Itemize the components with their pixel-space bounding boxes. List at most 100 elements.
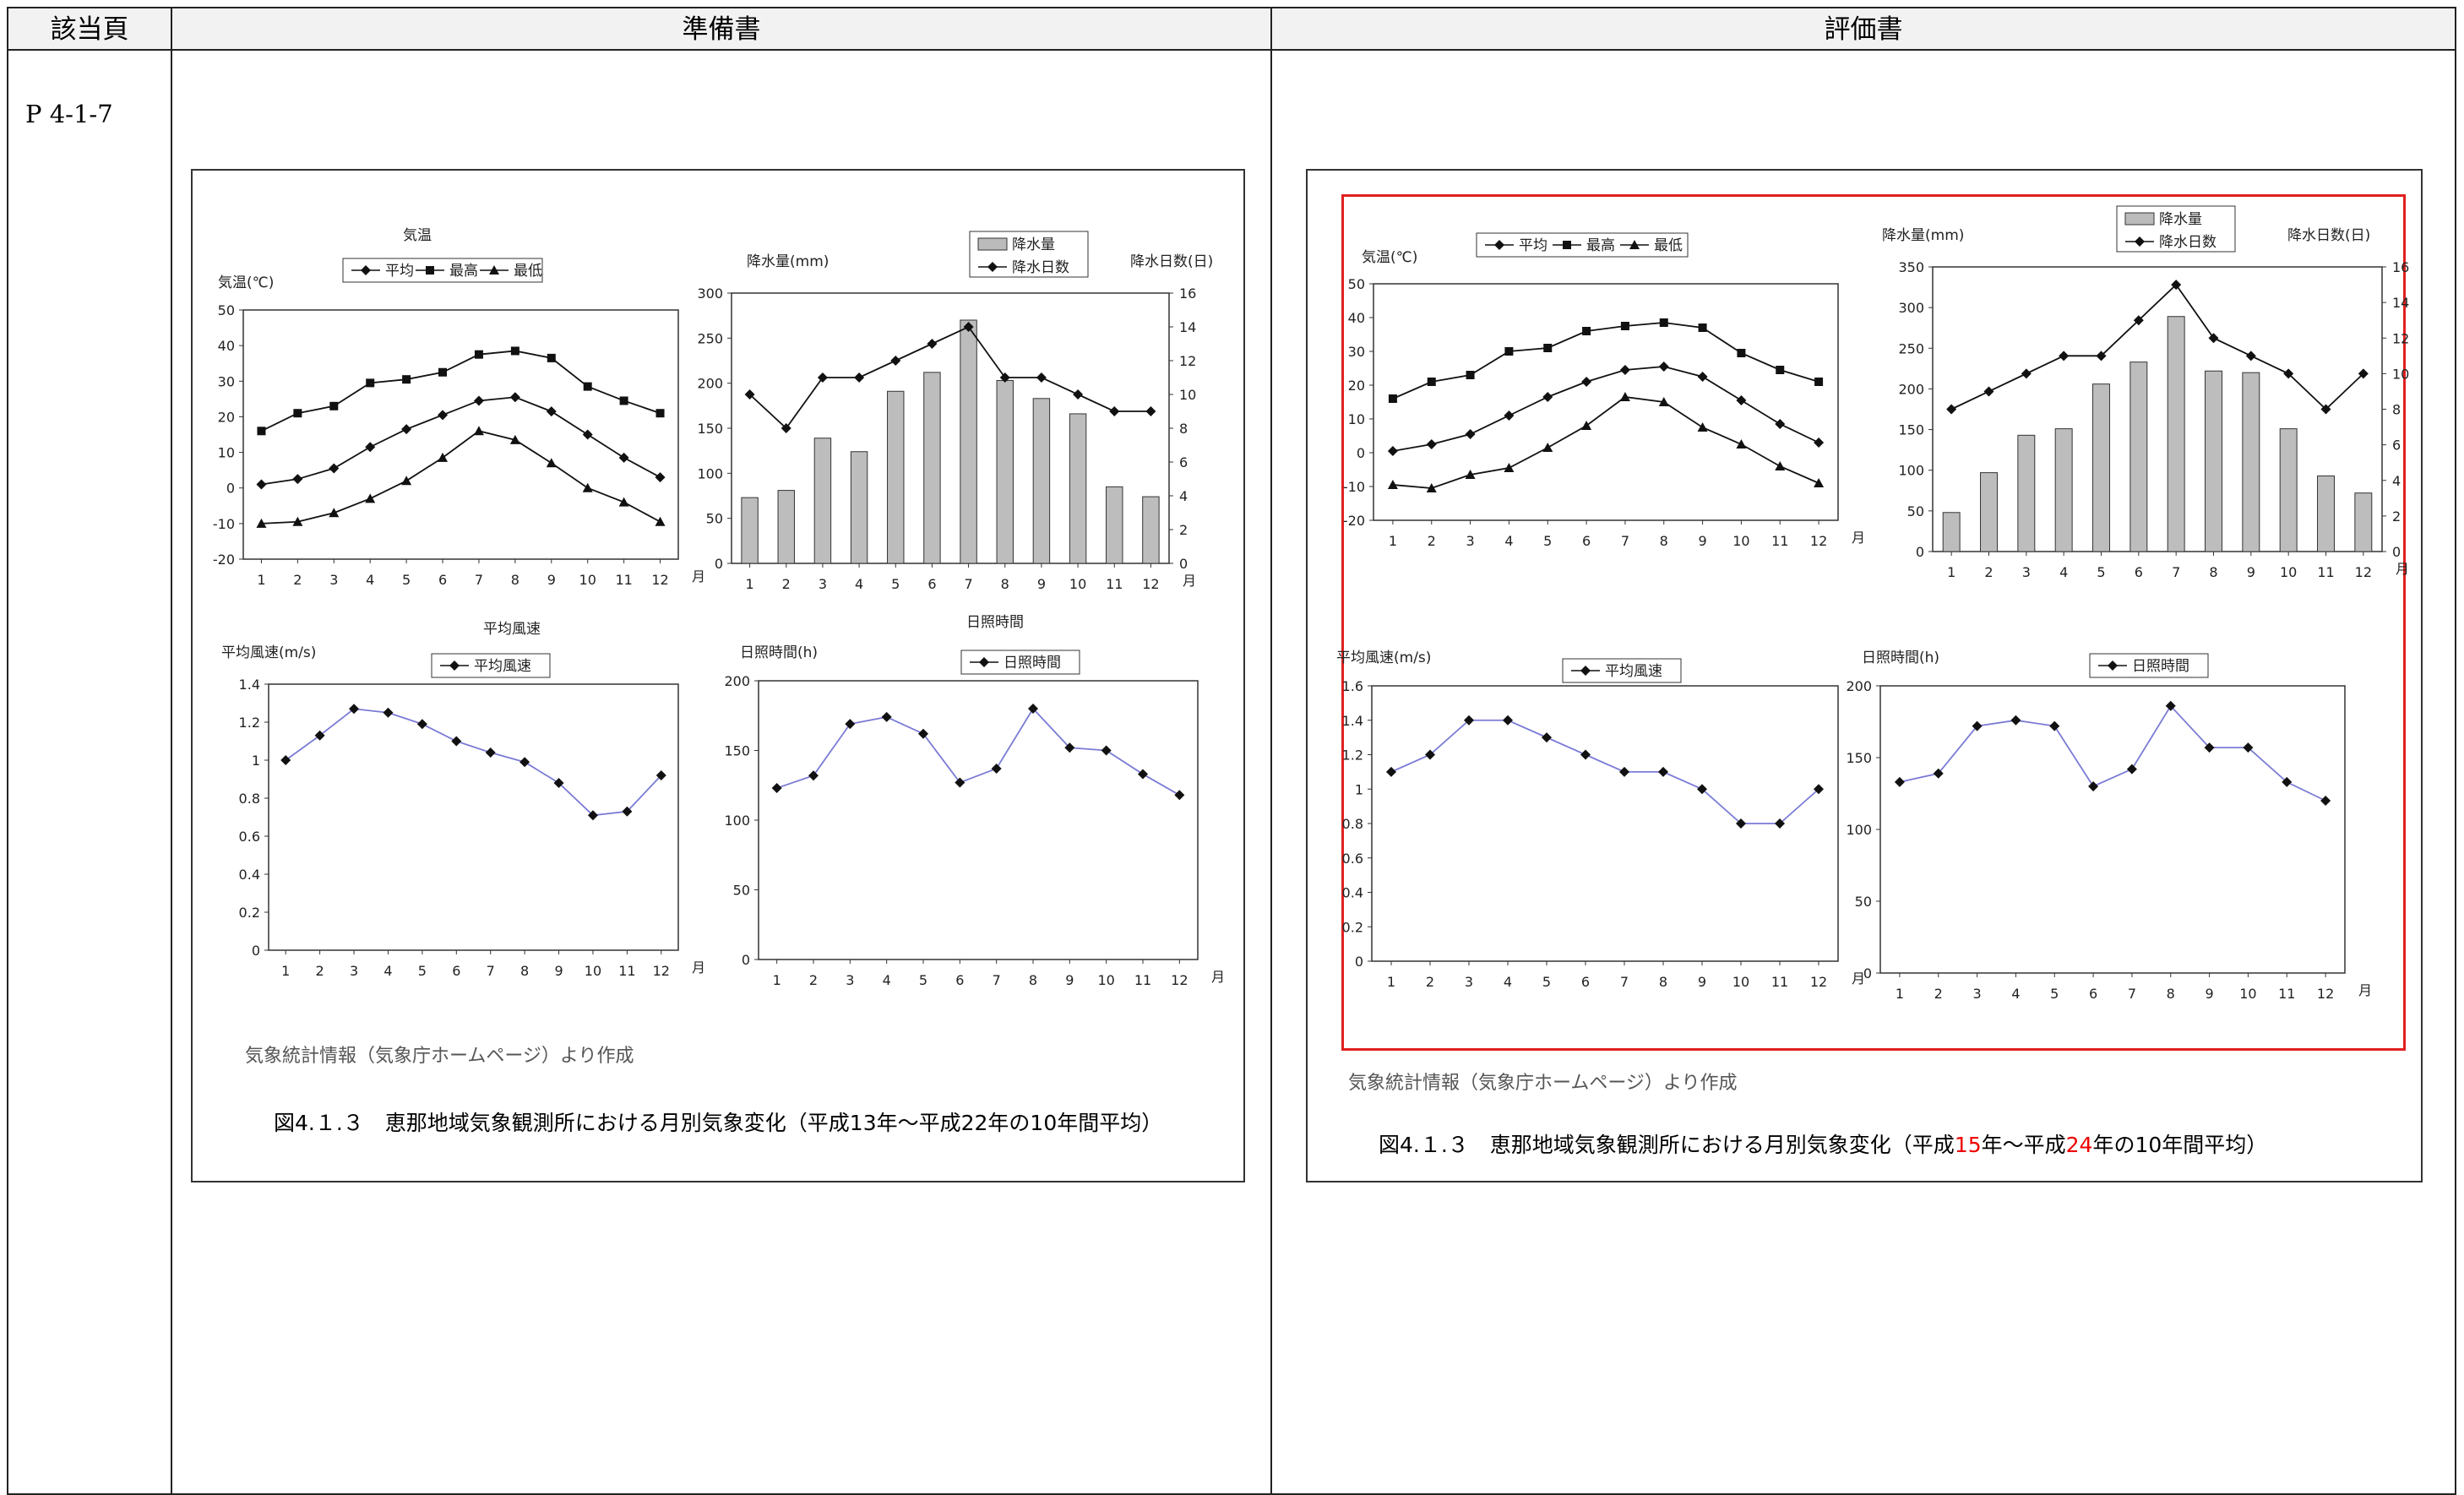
y-tick-label: 1.6 <box>1342 678 1363 694</box>
y-tick-label: 50 <box>706 511 723 527</box>
y-tick-label: 100 <box>724 813 750 829</box>
data-point <box>1736 439 1747 448</box>
x-tick-label: 2 <box>1934 986 1943 1002</box>
data-point <box>1073 389 1084 400</box>
legend-item-label: 降水日数 <box>1012 259 1069 276</box>
x-tick-label: 10 <box>585 963 601 979</box>
data-point <box>1972 720 1983 731</box>
data-point <box>1426 483 1437 492</box>
y-tick-label: 40 <box>218 338 235 354</box>
x-tick-label: 8 <box>1029 972 1037 988</box>
y-tick-label: -10 <box>213 516 235 532</box>
legend-item-label: 最低 <box>514 263 542 280</box>
x-tick-label: 4 <box>855 576 863 592</box>
legend-item-marker <box>426 266 434 275</box>
legend-item-marker <box>1629 240 1640 249</box>
data-point <box>2049 720 2060 731</box>
chart-title: 気温 <box>403 227 432 244</box>
legend-item-label: 日照時間 <box>2132 658 2189 675</box>
x-tick-label: 11 <box>2317 564 2334 580</box>
data-point <box>1659 318 1668 327</box>
bar <box>2092 383 2110 552</box>
data-point <box>655 472 666 483</box>
data-point <box>1036 372 1047 383</box>
data-point <box>1620 322 1629 330</box>
data-point <box>2245 351 2256 362</box>
y-axis-label: 気温(℃) <box>1362 249 1417 266</box>
data-point <box>817 372 828 383</box>
x-tick-label: 1 <box>257 572 265 588</box>
data-point <box>473 426 484 436</box>
caption-part: 図4.１.３ 恵那地域気象観測所における月別気象変化（平成 <box>1379 1133 1955 1157</box>
bar <box>2129 362 2148 552</box>
data-point <box>1775 419 1786 429</box>
y2-tick-label: 4 <box>1179 488 1188 504</box>
y-tick-label: 1.2 <box>1342 748 1363 764</box>
data-point <box>999 372 1010 383</box>
data-point <box>2171 280 2182 291</box>
cell-page: P 4-1-7 <box>7 49 172 1495</box>
data-point <box>1427 378 1436 386</box>
legend-item-label: 降水量 <box>2159 211 2202 228</box>
bar <box>923 372 941 564</box>
x-tick-label: 2 <box>809 972 818 988</box>
y-tick-label: 250 <box>697 330 723 346</box>
data-point <box>401 424 412 435</box>
y-tick-label: 50 <box>1855 894 1872 910</box>
bar <box>2017 434 2036 552</box>
legend-item-label: 平均 <box>385 263 414 280</box>
y-tick-label: 1.4 <box>239 677 260 693</box>
y-axis-label: 気温(℃) <box>218 275 274 291</box>
data-point <box>1582 327 1591 335</box>
x-tick-label: 2 <box>1426 974 1434 990</box>
data-point <box>2283 368 2294 379</box>
data-point <box>416 719 427 730</box>
x-tick-label: 4 <box>2011 986 2020 1002</box>
data-point <box>955 777 965 788</box>
y-tick-label: 200 <box>697 376 723 392</box>
data-point <box>438 367 448 377</box>
y2-tick-label: 0 <box>2392 544 2401 560</box>
data-point <box>622 806 633 817</box>
x-tick-label: 11 <box>618 963 635 979</box>
left-wind-chart: 00.20.40.60.811.21.41 2 3 4 5 6 7 8 9 10 11 12 月平均風速… <box>221 621 705 979</box>
y-tick-label: 1.2 <box>239 715 260 731</box>
bar <box>996 379 1014 564</box>
x-axis-label: 月 <box>2396 561 2409 577</box>
x-tick-label: 12 <box>1142 576 1159 592</box>
x-tick-label: 9 <box>1065 972 1074 988</box>
plot-area <box>268 683 679 951</box>
data-point <box>349 704 360 715</box>
data-point <box>1145 406 1156 416</box>
x-axis-label: 月 <box>1183 573 1196 589</box>
y2-tick-label: 14 <box>1179 319 1196 335</box>
data-point <box>2204 742 2215 753</box>
data-point <box>1543 344 1553 352</box>
data-point <box>1814 378 1824 386</box>
y2-tick-label: 10 <box>1179 387 1196 403</box>
data-point <box>2243 742 2254 753</box>
x-tick-label: 1 <box>281 963 290 979</box>
x-tick-label: 7 <box>2128 986 2136 1002</box>
x-tick-label: 10 <box>1732 533 1749 549</box>
x-tick-label: 8 <box>520 963 529 979</box>
data-point <box>655 409 665 418</box>
y-axis-label: 日照時間(h) <box>1862 650 1939 666</box>
chart-title: 平均風速 <box>483 621 541 638</box>
data-point <box>2088 781 2099 791</box>
x-tick-label: 5 <box>402 572 411 588</box>
data-point <box>365 493 376 503</box>
y-axis-label: 降水量(mm) <box>747 253 829 270</box>
header-final: 評価書 <box>1270 7 2456 51</box>
x-tick-label: 9 <box>1037 576 1046 592</box>
x-tick-label: 7 <box>2172 564 2180 580</box>
data-point <box>2133 315 2144 326</box>
bar <box>2242 372 2260 552</box>
x-tick-label: 11 <box>1771 533 1788 549</box>
bar <box>2279 428 2298 552</box>
x-tick-label: 3 <box>819 576 827 592</box>
x-tick-label: 8 <box>511 572 519 588</box>
